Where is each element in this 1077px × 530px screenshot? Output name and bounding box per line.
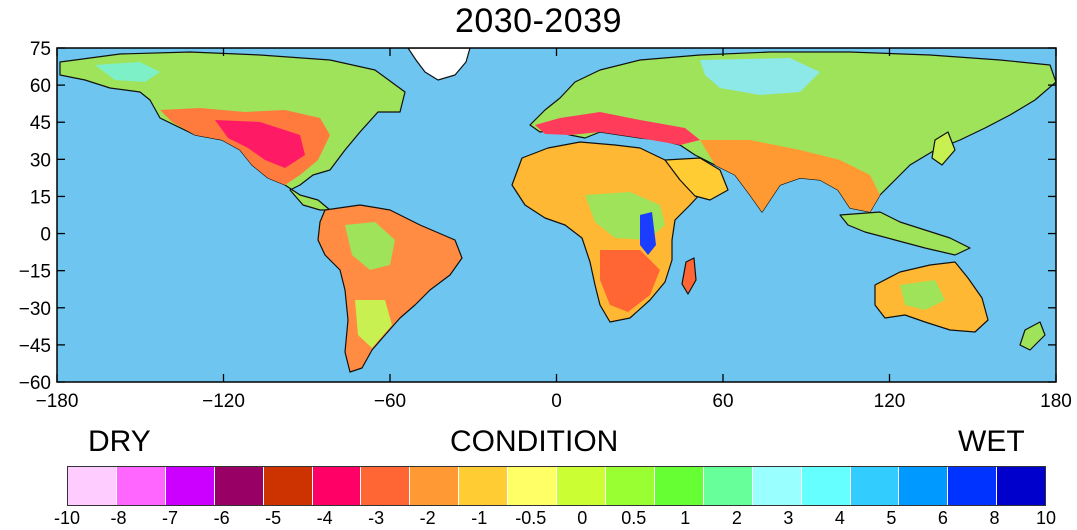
legend-swatch (263, 467, 313, 505)
south-america-south-zone (355, 300, 392, 348)
legend-value-label: 1 (680, 508, 691, 528)
longitude-tick-label: 180 (1040, 391, 1072, 412)
longitude-tick-label: −60 (374, 391, 406, 412)
legend-swatch (116, 467, 166, 505)
legend-value-label: 10 (1035, 508, 1057, 528)
latitude-tick-label: −15 (19, 262, 51, 283)
legend-swatch (850, 467, 900, 505)
asia-south-dry-zone (700, 140, 880, 212)
legend-value-label: -5 (265, 508, 282, 528)
legend-swatch (801, 467, 851, 505)
dry-label: DRY (88, 425, 151, 458)
latitude-tick-label: 75 (30, 39, 51, 60)
latitude-tick-label: 60 (30, 76, 51, 97)
legend-swatch (605, 467, 655, 505)
legend-value-label: 2 (731, 508, 742, 528)
legend-swatch (508, 467, 558, 505)
legend-value-label: -0.5 (515, 508, 547, 528)
legend-value-label: 6 (937, 508, 948, 528)
latitude-tick-label: 30 (30, 150, 51, 171)
color-legend-bar (67, 466, 1046, 506)
legend-swatch (557, 467, 606, 505)
madagascar (681, 257, 697, 295)
north-america-severe-dry-zone (215, 120, 305, 168)
canada-wet-zone (95, 62, 160, 82)
legend-value-label: 0.5 (621, 508, 647, 528)
southeast-asia-islands (839, 211, 971, 256)
legend-value-label: 8 (989, 508, 1000, 528)
legend-swatch (410, 467, 460, 505)
africa-south-dry-zone (600, 250, 660, 312)
legend-value-label: -7 (162, 508, 179, 528)
legend-value-label: 3 (783, 508, 794, 528)
longitude-tick-label: −180 (36, 391, 79, 412)
south-america-green-zone (345, 222, 395, 270)
new-zealand (1019, 321, 1046, 351)
australia-green-zone (900, 280, 945, 310)
latitude-tick-label: −45 (19, 336, 51, 357)
longitude-tick-label: 60 (712, 391, 733, 412)
legend-swatch (68, 467, 117, 505)
legend-value-label: -2 (419, 508, 436, 528)
legend-value-label: 0 (577, 508, 588, 528)
eurasia-wet-zone (700, 58, 820, 95)
mediterranean-dry-zone (535, 112, 700, 145)
condition-label: CONDITION (450, 425, 619, 458)
legend-swatch (654, 467, 704, 505)
longitude-tick-label: −120 (202, 391, 245, 412)
map-title: 2030-2039 (454, 2, 623, 40)
legend-value-label: 4 (834, 508, 845, 528)
legend-value-label: -10 (53, 508, 81, 528)
latitude-tick-label: −60 (19, 373, 51, 394)
latitude-tick-label: −30 (19, 299, 51, 320)
legend-swatch (948, 467, 998, 505)
longitude-tick-label: 0 (551, 391, 562, 412)
legend-swatch (459, 467, 509, 505)
legend-value-label: -3 (368, 508, 385, 528)
east-africa-wet-zone (640, 212, 656, 255)
latitude-tick-label: 45 (30, 113, 51, 134)
legend-value-label: -4 (316, 508, 333, 528)
legend-swatch (214, 467, 264, 505)
wet-label: WET (958, 425, 1025, 458)
legend-value-label: -1 (471, 508, 488, 528)
legend-swatch (899, 467, 949, 505)
latitude-tick-label: 15 (30, 187, 51, 208)
legend-swatch (703, 467, 753, 505)
legend-swatch (361, 467, 411, 505)
legend-value-label: -6 (213, 508, 230, 528)
longitude-axis: −180 −120 −60 0 60 120 180 (36, 48, 1072, 412)
legend-swatch (752, 467, 802, 505)
latitude-axis: 75 60 45 30 15 0 −15 −30 −45 −60 (19, 39, 1056, 394)
arabia-landmass (664, 157, 729, 201)
latitude-tick-label: 0 (40, 225, 51, 246)
legend-value-label: -8 (110, 508, 127, 528)
legend-swatch (312, 467, 362, 505)
greenland (407, 48, 471, 81)
legend-value-label: 5 (886, 508, 897, 528)
longitude-tick-label: 120 (874, 391, 906, 412)
legend-swatch (997, 467, 1046, 505)
japan (931, 131, 956, 166)
legend-swatch (165, 467, 215, 505)
